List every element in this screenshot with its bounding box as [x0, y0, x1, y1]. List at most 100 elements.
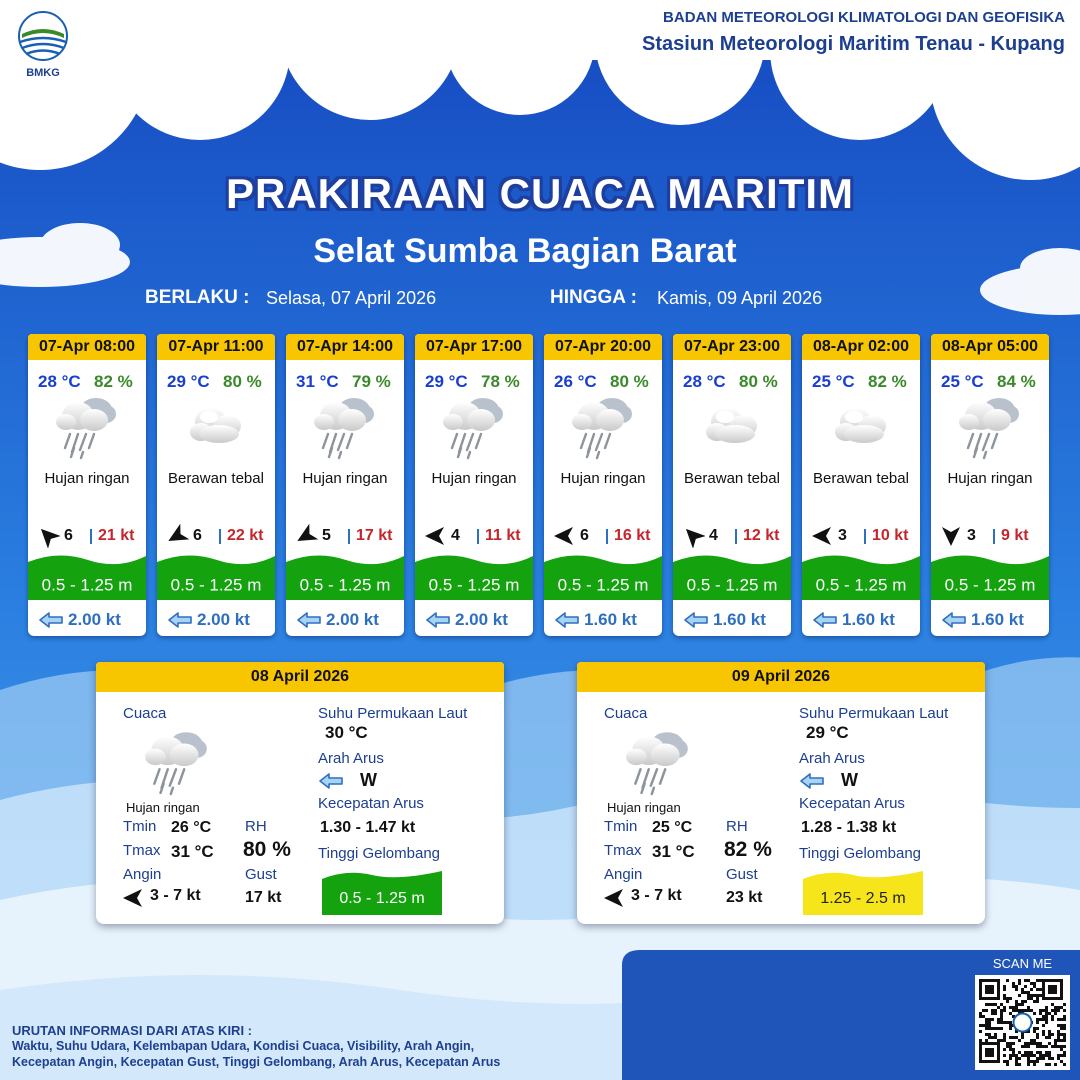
- qr-module: [1030, 997, 1033, 1000]
- qr-module: [1003, 1054, 1006, 1057]
- qr-module: [1021, 1009, 1024, 1012]
- current-dir: W: [841, 770, 858, 790]
- weather-icon-shape: [443, 398, 503, 458]
- weather-icon: [697, 390, 767, 460]
- humidity: 78 %: [481, 372, 520, 391]
- qr-module: [1060, 1039, 1063, 1042]
- qr-module: [1042, 1009, 1045, 1012]
- qr-module: [1024, 979, 1027, 982]
- panel-date: 08 April 2026: [96, 662, 504, 692]
- rh-label: RH: [245, 818, 267, 835]
- qr-module: [1039, 1042, 1042, 1045]
- qr-module: [1060, 1048, 1063, 1051]
- sst: 30 °C: [325, 723, 368, 742]
- wind-label: Angin: [123, 866, 162, 883]
- card-time: 08-Apr 02:00: [802, 334, 920, 360]
- wind-arrow-head: [40, 528, 60, 548]
- weather: Hujan ringan: [302, 470, 388, 487]
- wind-arrow: [685, 528, 705, 548]
- wind-speed: 6: [580, 527, 589, 544]
- qr-module: [1048, 1051, 1051, 1054]
- separator: [606, 529, 608, 544]
- current-arrow-shape: [684, 612, 708, 628]
- current-speed: 2.00 kt: [197, 610, 250, 629]
- qr-module: [1021, 1054, 1024, 1057]
- forecast-card: 07-Apr 23:00 28 °C 80 % Berawan tebal 4 12 kt…: [673, 334, 791, 636]
- qr-module: [997, 1021, 1000, 1024]
- qr-module: [1060, 1060, 1063, 1063]
- current-arrow: [942, 612, 966, 628]
- humidity: 80 %: [610, 372, 649, 391]
- qr-module: [1021, 1045, 1024, 1048]
- qr-module: [1045, 1063, 1048, 1066]
- weather: Berawan tebal: [684, 470, 780, 487]
- gust: 22 kt: [227, 527, 264, 544]
- qr-module: [1039, 994, 1042, 997]
- qr-module: [1009, 1057, 1012, 1060]
- current-arrow-shape: [555, 612, 579, 628]
- qr-module: [1036, 1027, 1039, 1030]
- qr-module: [988, 1033, 991, 1036]
- wave-band: 0.5 - 1.25 m: [28, 555, 146, 600]
- current-speed-label: Kecepatan Arus: [799, 795, 905, 812]
- daily-panel: 08 April 2026 Cuaca Hujan ringan Tmin 26 °C T…: [96, 662, 504, 924]
- wind-speed: 6: [193, 527, 202, 544]
- qr-module: [1057, 1024, 1060, 1027]
- qr-module: [1057, 1054, 1060, 1057]
- tmax-label: Tmax: [604, 842, 642, 859]
- qr-module: [1030, 1009, 1033, 1012]
- wave-height: 0.5 - 1.25 m: [558, 575, 649, 594]
- qr-module: [1009, 1054, 1012, 1057]
- qr-module: [985, 1003, 988, 1006]
- current-arrow: [297, 612, 321, 628]
- qr-module: [1033, 1000, 1036, 1003]
- qr-module: [985, 1033, 988, 1036]
- wind: 3 - 7 kt: [150, 887, 201, 904]
- weather-icon: [568, 390, 638, 460]
- panel-date: 09 April 2026: [577, 662, 985, 692]
- qr-module: [1018, 979, 1021, 982]
- gust: 17 kt: [245, 889, 282, 906]
- qr-module: [1063, 1009, 1066, 1012]
- gust-label: Gust: [245, 866, 277, 883]
- qr-module: [1015, 1030, 1018, 1033]
- qr-module: [994, 1012, 997, 1015]
- forecast-card: 07-Apr 17:00 29 °C 78 % Hujan ringan 4 11 kt 0…: [415, 334, 533, 636]
- card-time: 07-Apr 17:00: [415, 334, 533, 360]
- qr-module: [1039, 1045, 1042, 1048]
- wind-speed: 3: [838, 527, 847, 544]
- qr-module: [997, 1027, 1000, 1030]
- qr-module: [1006, 997, 1009, 1000]
- qr-module: [1000, 1009, 1003, 1012]
- qr-module: [991, 1012, 994, 1015]
- qr-module: [988, 1018, 991, 1021]
- qr-module: [1030, 1054, 1033, 1057]
- wind-arrow-head: [812, 527, 831, 545]
- gust: 23 kt: [726, 889, 763, 906]
- wind-arrow-head: [425, 527, 444, 545]
- agency: BADAN METEOROLOGI KLIMATOLOGI DAN GEOFIS…: [663, 9, 1065, 26]
- qr-module: [1048, 1057, 1051, 1060]
- qr-module: [1015, 1060, 1018, 1063]
- weather-icon: [955, 390, 1025, 460]
- current-arrow-shape: [39, 612, 63, 628]
- qr-module: [1057, 1018, 1060, 1021]
- qr-module: [1036, 1018, 1039, 1021]
- qr-module: [1030, 1051, 1033, 1054]
- wave-label: Tinggi Gelombang: [318, 845, 441, 862]
- qr-module: [1024, 985, 1027, 988]
- qr-module: [991, 1018, 994, 1021]
- qr-module: [1057, 1033, 1060, 1036]
- qr-module: [1027, 979, 1030, 982]
- wave-shape: [28, 555, 146, 600]
- qr-module: [988, 1027, 991, 1030]
- qr-module: [1036, 1051, 1039, 1054]
- wave-band: 0.5 - 1.25 m: [286, 555, 404, 600]
- qr-module: [1042, 1030, 1045, 1033]
- wave-shape: [157, 555, 275, 600]
- tmax-label: Tmax: [123, 842, 161, 859]
- weather: Berawan tebal: [168, 470, 264, 487]
- tmin: 26 °C: [171, 819, 212, 836]
- qr-module: [985, 1009, 988, 1012]
- qr-module: [1030, 1042, 1033, 1045]
